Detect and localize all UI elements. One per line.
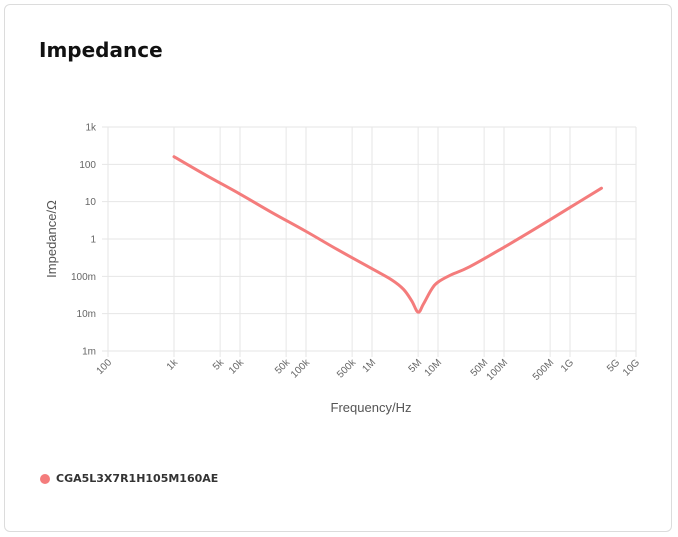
y-tick-label: 100m — [71, 272, 96, 283]
x-tick-label: 1k — [165, 357, 181, 373]
x-tick-label: 5M — [407, 357, 425, 375]
x-axis-label: Frequency/Hz — [331, 400, 412, 415]
x-tick-label: 1M — [361, 357, 379, 375]
y-axis-label: Impedance/Ω — [44, 200, 59, 278]
x-tick-label: 500k — [335, 357, 359, 381]
x-tick-label: 5k — [211, 357, 227, 373]
x-tick-label: 1G — [559, 357, 576, 374]
x-tick-label: 10k — [227, 357, 247, 377]
x-tick-label: 10G — [621, 357, 642, 378]
x-tick-label: 500M — [531, 357, 556, 382]
chart-grid — [102, 126, 637, 357]
y-tick-label: 10m — [77, 309, 96, 320]
legend-label: CGA5L3X7R1H105M160AE — [56, 472, 219, 485]
y-tick-label: 1 — [90, 235, 96, 246]
x-tick-label: 100k — [289, 357, 313, 381]
chart-legend[interactable]: CGA5L3X7R1H105M160AE — [40, 472, 218, 485]
x-tick-label: 5G — [605, 357, 622, 374]
y-tick-label: 10 — [85, 197, 97, 208]
chart-title: Impedance — [39, 38, 163, 62]
y-axis-ticks: 1k 100 10 1 100m 10m 1m — [71, 123, 97, 358]
chart-card: Impedance — [4, 4, 672, 532]
impedance-series-line — [172, 155, 603, 314]
y-tick-label: 1m — [82, 347, 96, 358]
x-tick-label: 100M — [485, 357, 510, 382]
y-tick-label: 100 — [79, 160, 96, 171]
y-tick-label: 1k — [85, 123, 97, 134]
x-tick-label: 10M — [423, 357, 445, 379]
legend-color-swatch — [40, 473, 50, 484]
chart-series — [172, 155, 603, 314]
x-tick-label: 100 — [95, 357, 115, 377]
